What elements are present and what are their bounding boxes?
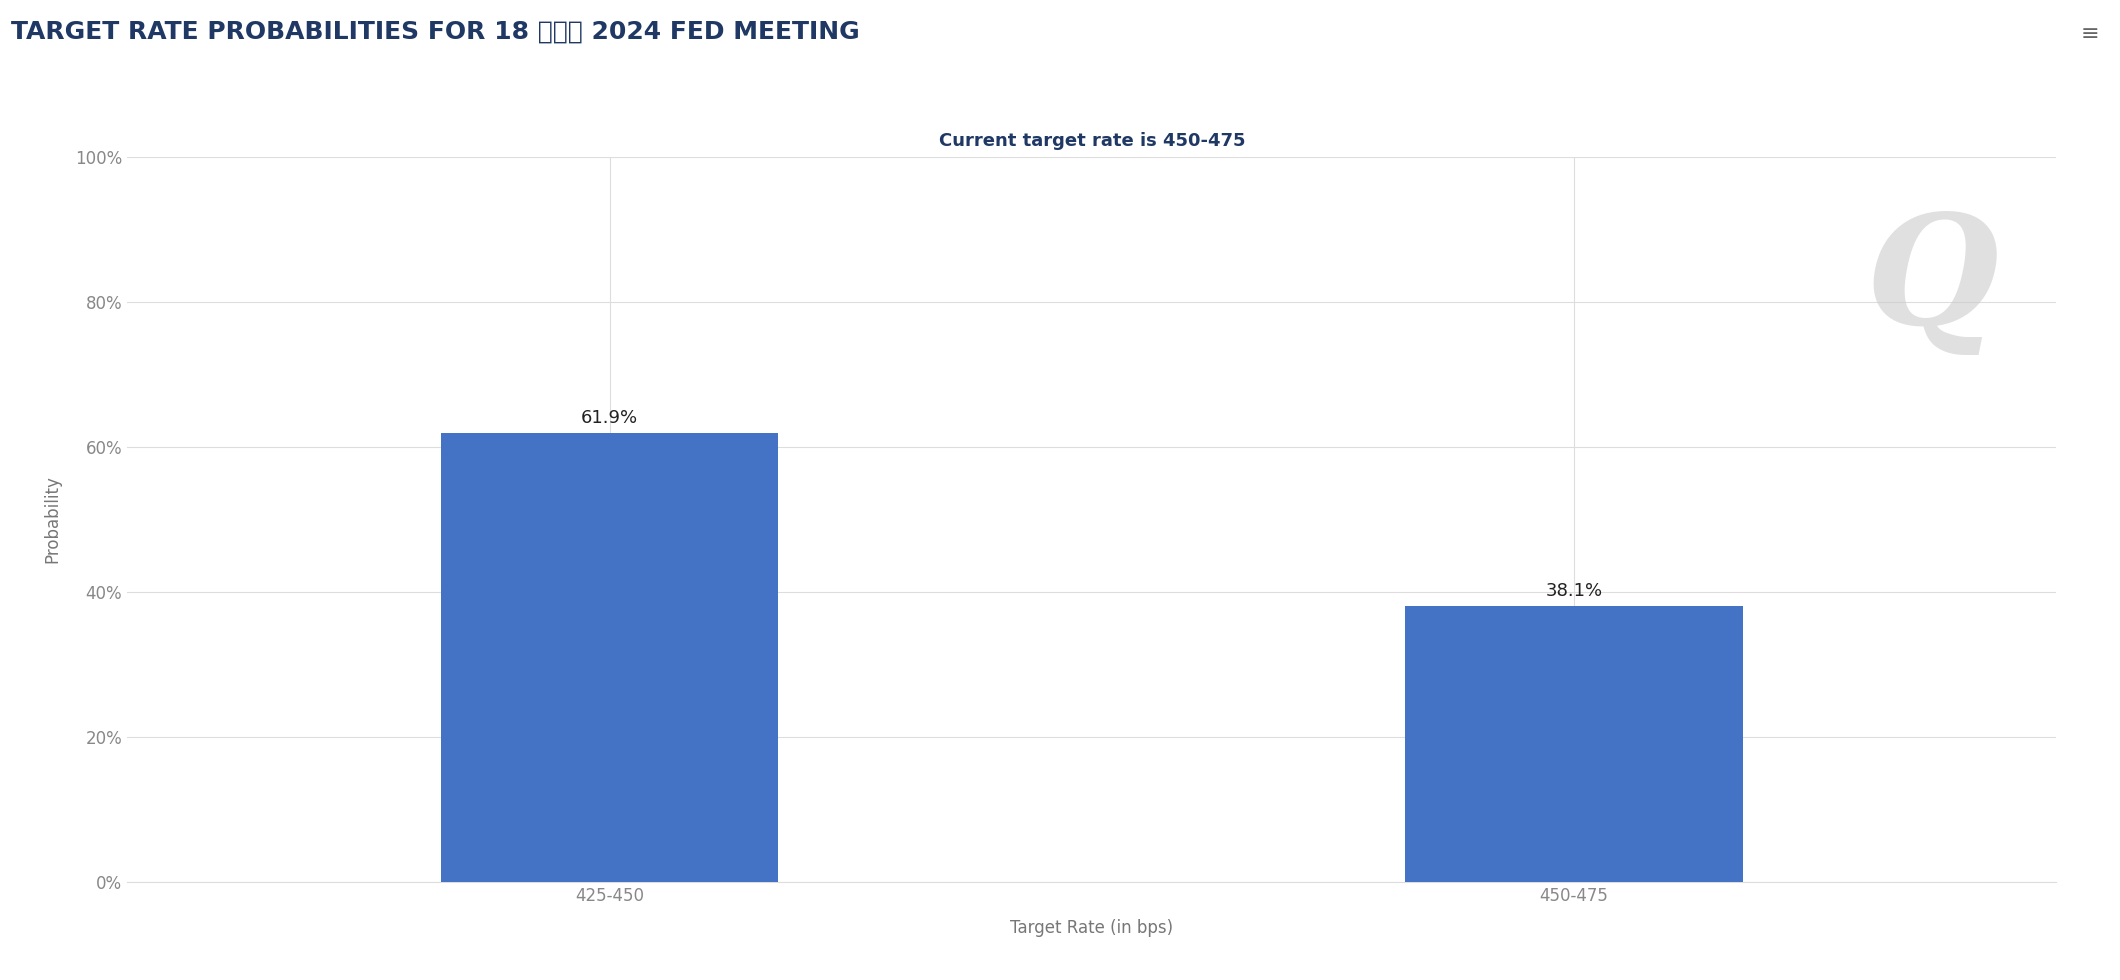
Text: 38.1%: 38.1% xyxy=(1545,582,1603,600)
Bar xyxy=(441,433,778,882)
Bar xyxy=(1406,606,1743,882)
X-axis label: Target Rate (in bps): Target Rate (in bps) xyxy=(1011,919,1172,937)
Title: Current target rate is 450-475: Current target rate is 450-475 xyxy=(939,131,1244,150)
Text: TARGET RATE PROBABILITIES FOR 18 十二月 2024 FED MEETING: TARGET RATE PROBABILITIES FOR 18 十二月 202… xyxy=(11,20,859,43)
Y-axis label: Probability: Probability xyxy=(42,475,61,564)
Text: ≡: ≡ xyxy=(2080,24,2099,44)
Text: 61.9%: 61.9% xyxy=(581,410,638,427)
Text: Q: Q xyxy=(1866,208,1999,357)
